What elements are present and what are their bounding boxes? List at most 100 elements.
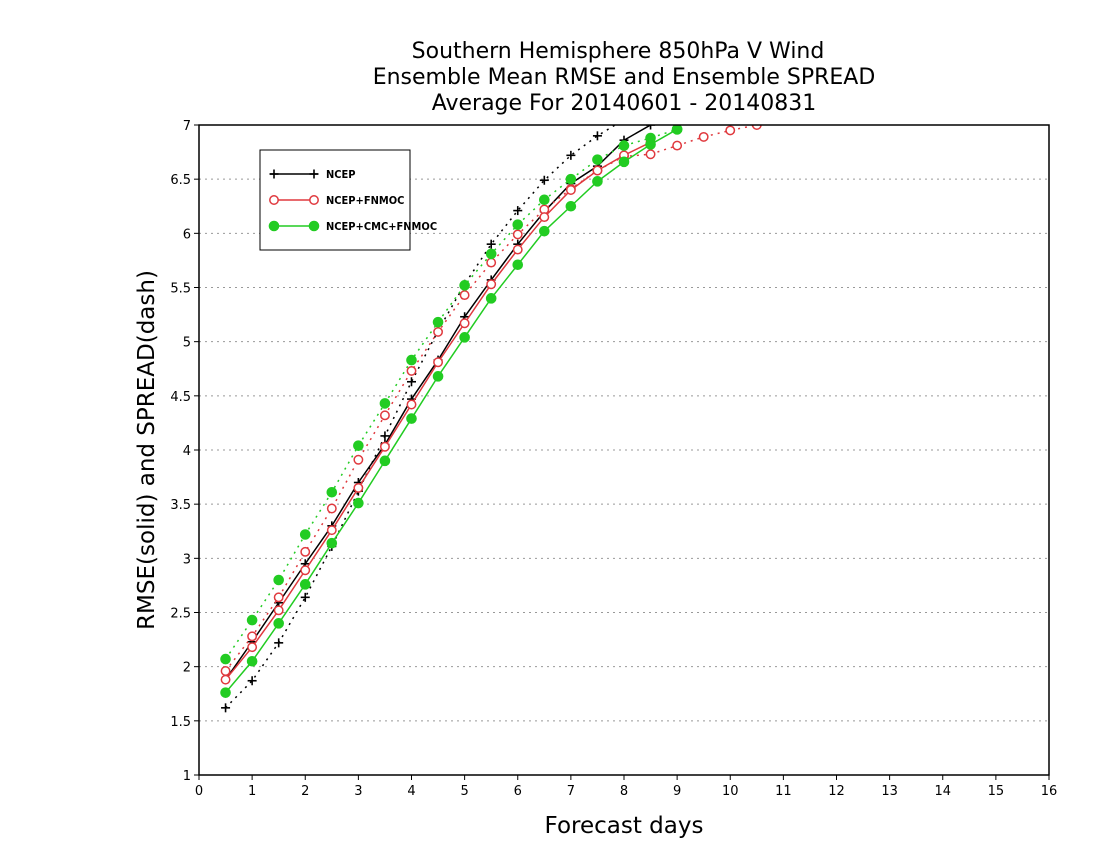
- x-tick-label: 4: [407, 784, 415, 799]
- x-tick-label: 5: [460, 784, 468, 799]
- title-line-2: Ensemble Mean RMSE and Ensemble SPREAD: [373, 65, 876, 90]
- rmse-point: [539, 212, 550, 223]
- spread-point: [247, 631, 258, 642]
- y-tick-label: 2.5: [170, 607, 191, 622]
- legend-label: NCEP+FNMOC: [326, 194, 404, 207]
- rmse-point: [539, 225, 550, 237]
- chart-title: Southern Hemisphere 850hPa V Wind Ensemb…: [373, 39, 876, 116]
- spread-point: [406, 365, 417, 376]
- spread-point: [407, 377, 416, 387]
- spread-point: [299, 529, 311, 540]
- spread-point: [592, 131, 602, 141]
- x-tick-label: 14: [934, 784, 951, 799]
- y-tick-label: 5: [183, 336, 191, 351]
- y-axis: 1 1.5 2 2.5 3 3.5 4 4.5 5 5.5 6 6.5 7: [170, 119, 199, 784]
- rmse-point: [246, 655, 258, 667]
- rmse-point: [406, 399, 417, 410]
- spread-point: [672, 140, 683, 151]
- rmse-point: [618, 156, 630, 168]
- rmse-point: [646, 125, 656, 130]
- y-tick-label: 5.5: [170, 282, 191, 297]
- x-tick-label: 3: [354, 784, 362, 799]
- rmse-point: [433, 357, 444, 368]
- y-tick-label: 4.5: [170, 390, 191, 405]
- spread-point: [433, 326, 444, 337]
- rmse-point: [486, 279, 497, 290]
- rmse-line: [224, 128, 678, 694]
- rmse-point: [592, 176, 603, 187]
- rmse-point: [353, 482, 364, 493]
- spread-point: [247, 676, 257, 686]
- series-ncep-cmc-fnmoc: [220, 125, 683, 698]
- spread-point: [220, 666, 231, 676]
- y-tick-label: 3.5: [170, 498, 191, 513]
- spread-point: [565, 173, 577, 185]
- spread-point: [221, 703, 231, 713]
- rmse-point: [565, 200, 577, 212]
- spread-point: [300, 546, 311, 557]
- x-tick-label: 11: [775, 784, 792, 799]
- spread-point: [353, 454, 364, 465]
- title-line-1: Southern Hemisphere 850hPa V Wind: [412, 39, 825, 64]
- spread-point: [326, 503, 337, 514]
- x-tick-label: 13: [881, 784, 898, 799]
- rmse-point: [459, 332, 470, 343]
- x-tick-label: 2: [301, 784, 309, 799]
- spread-point: [246, 614, 258, 626]
- y-tick-label: 1.5: [170, 715, 191, 730]
- gridlines: [199, 178, 1049, 722]
- rmse-point: [565, 185, 576, 195]
- legend-marker: [269, 169, 279, 179]
- spread-point: [459, 280, 470, 291]
- spread-point: [512, 219, 524, 230]
- rmse-point: [326, 525, 337, 536]
- rmse-point: [326, 537, 338, 549]
- rmse-point: [220, 687, 231, 698]
- spread-point: [459, 290, 470, 301]
- rmse-point: [273, 605, 284, 616]
- legend-item: NCEP+FNMOC: [269, 194, 404, 207]
- x-axis: 0 1 2 3 4 5 6 7 8 9 10 11 12 13 14 15 16: [195, 775, 1057, 799]
- spread-point: [379, 398, 391, 409]
- legend-marker: [309, 195, 319, 205]
- spread-point: [539, 175, 549, 185]
- rmse-point: [379, 455, 391, 467]
- spread-point: [485, 248, 497, 260]
- legend-marker: [268, 220, 280, 232]
- spread-point: [725, 125, 736, 136]
- spread-point: [273, 574, 284, 586]
- rmse-point: [485, 293, 497, 304]
- y-tick-label: 1: [183, 769, 191, 784]
- legend-label: NCEP: [326, 168, 356, 181]
- spread-point: [513, 206, 523, 216]
- spread-point: [432, 316, 444, 328]
- legend: NCEP NCEP+FNMOC NCEP+CMC+FNMOC: [259, 149, 437, 251]
- y-tick-label: 7: [183, 119, 191, 134]
- spread-point: [220, 653, 231, 665]
- spread-point: [592, 154, 603, 165]
- spread-point: [300, 592, 310, 602]
- x-tick-label: 0: [195, 784, 203, 799]
- rmse-point: [592, 165, 603, 176]
- rmse-point: [459, 318, 470, 329]
- y-axis-label: RMSE(solid) and SPREAD(dash): [134, 270, 160, 630]
- legend-marker: [309, 169, 319, 179]
- spread-line: [224, 128, 678, 660]
- rmse-point: [299, 579, 311, 590]
- rmse-point: [645, 139, 656, 150]
- legend-item: NCEP+CMC+FNMOC: [268, 220, 437, 233]
- y-tick-label: 6.5: [170, 173, 191, 188]
- x-tick-label: 7: [567, 784, 575, 799]
- legend-marker: [308, 220, 320, 232]
- spread-point: [645, 149, 656, 160]
- spread-point: [486, 239, 496, 249]
- x-tick-label: 9: [673, 784, 681, 799]
- spread-point: [379, 410, 390, 421]
- legend-label: NCEP+CMC+FNMOC: [326, 220, 437, 233]
- spread-point: [539, 194, 550, 206]
- spread-point: [406, 354, 417, 366]
- x-tick-label: 15: [988, 784, 1005, 799]
- x-tick-label: 10: [722, 784, 739, 799]
- rmse-point: [220, 674, 231, 685]
